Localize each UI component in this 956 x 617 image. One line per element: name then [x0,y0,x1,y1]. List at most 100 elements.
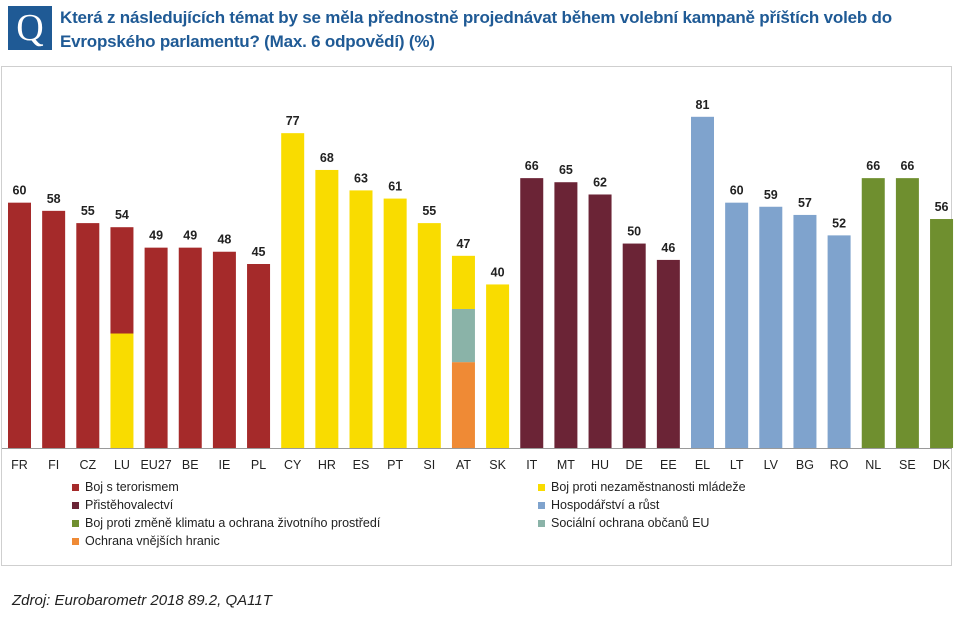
bar-segment-at-social-protection [451,308,475,363]
data-label-ro: 52 [832,216,846,230]
legend-label: Boj proti nezaměstnanosti mládeže [551,480,746,494]
data-label-hr: 68 [320,151,334,165]
data-label-se: 66 [900,159,914,173]
legend-label: Přistěhovalectví [85,498,174,512]
tick-label-es: ES [353,458,370,472]
data-label-be: 49 [183,229,197,243]
bar-segment-lu-terrorism [110,227,134,334]
tick-label-se: SE [899,458,916,472]
bar-pt [383,198,407,448]
tick-label-pt: PT [387,458,403,472]
bar-eu27 [144,247,168,448]
tick-label-hr: HR [318,458,336,472]
data-label-eu27: 49 [149,229,163,243]
bar-cy [281,133,305,448]
bar-fi [42,210,66,448]
bar-nl [861,178,885,448]
bar-segment-at-borders [451,362,475,448]
data-label-mt: 65 [559,163,573,177]
data-label-ie: 48 [217,233,231,247]
bar-ro [827,235,851,448]
legend-swatch-economy [538,501,545,509]
tick-label-be: BE [182,458,199,472]
legend-label: Sociální ochrana občanů EU [551,516,710,530]
data-label-bg: 57 [798,196,812,210]
chart-legend: Boj s terorismem Boj proti nezaměstnanos… [72,480,812,560]
data-label-de: 50 [627,225,641,239]
legend-item-social-protection: Sociální ochrana občanů EU [538,516,709,530]
tick-label-hu: HU [591,458,609,472]
legend-label: Hospodářství a růst [551,498,660,512]
legend-swatch-social-protection [538,519,545,527]
data-label-si: 55 [422,204,436,218]
data-label-lt: 60 [730,184,744,198]
tick-label-de: DE [626,458,643,472]
data-label-fr: 60 [13,184,27,198]
bar-lt [725,202,749,448]
tick-label-sk: SK [489,458,506,472]
tick-label-nl: NL [865,458,881,472]
legend-swatch-terrorism [72,483,79,491]
data-label-es: 63 [354,171,368,185]
bar-se [895,178,919,448]
data-label-el: 81 [696,98,710,112]
legend-swatch-climate [72,519,79,527]
bar-dk [930,219,954,448]
bar-sk [486,284,510,448]
bar-pl [247,264,271,448]
data-label-nl: 66 [866,159,880,173]
data-label-sk: 40 [491,265,505,279]
data-label-lu: 54 [115,208,129,222]
tick-label-bg: BG [796,458,814,472]
tick-label-fr: FR [11,458,28,472]
tick-label-pl: PL [251,458,266,472]
legend-label: Boj s terorismem [85,480,179,494]
tick-label-ee: EE [660,458,677,472]
tick-label-lt: LT [730,458,744,472]
legend-label: Ochrana vnějších hranic [85,534,220,548]
tick-label-lu: LU [114,458,130,472]
bar-hu [588,194,612,448]
bar-es [349,190,373,448]
bar-ie [212,251,236,448]
bar-mt [554,182,578,448]
data-label-pt: 61 [388,180,402,194]
legend-item-economy: Hospodářství a růst [538,498,659,512]
tick-label-si: SI [423,458,435,472]
bar-segment-at-youth-unemployment [451,255,475,309]
legend-swatch-borders [72,537,79,545]
bar-si [417,223,441,448]
data-label-at: 47 [456,237,470,251]
tick-label-ro: RO [830,458,849,472]
tick-label-at: AT [456,458,471,472]
bar-segment-lu-youth-unemployment [110,333,134,448]
data-label-dk: 56 [935,200,949,214]
tick-label-cy: CY [284,458,302,472]
legend-swatch-immigration [72,501,79,509]
bar-hr [315,169,339,448]
q-badge-icon: Q [8,6,52,50]
data-label-cz: 55 [81,204,95,218]
bar-cz [76,223,100,448]
data-label-it: 66 [525,159,539,173]
tick-label-ie: IE [218,458,230,472]
tick-label-dk: DK [933,458,951,472]
bar-de [622,243,646,448]
bar-lv [759,206,783,448]
tick-label-eu27: EU27 [140,458,171,472]
bar-el [691,116,714,449]
tick-label-mt: MT [557,458,575,472]
tick-label-lv: LV [764,458,779,472]
legend-label: Boj proti změně klimatu a ochrana životn… [85,516,381,530]
tick-label-fi: FI [48,458,59,472]
bar-be [178,247,202,448]
bar-chart: 60 FR 58 FI 55 CZ 54 LU 49 EU27 49 BE 48 IE 45 PL 77 CY 68… [2,98,954,472]
bar-it [520,178,544,448]
data-label-lv: 59 [764,188,778,202]
tick-label-cz: CZ [79,458,96,472]
chart-title: Která z následujících témat by se měla p… [60,8,892,51]
bar-fr [8,202,31,448]
legend-item-terrorism: Boj s terorismem [72,480,179,494]
data-label-fi: 58 [47,192,61,206]
legend-item-youth-unemployment: Boj proti nezaměstnanosti mládeže [538,480,746,494]
